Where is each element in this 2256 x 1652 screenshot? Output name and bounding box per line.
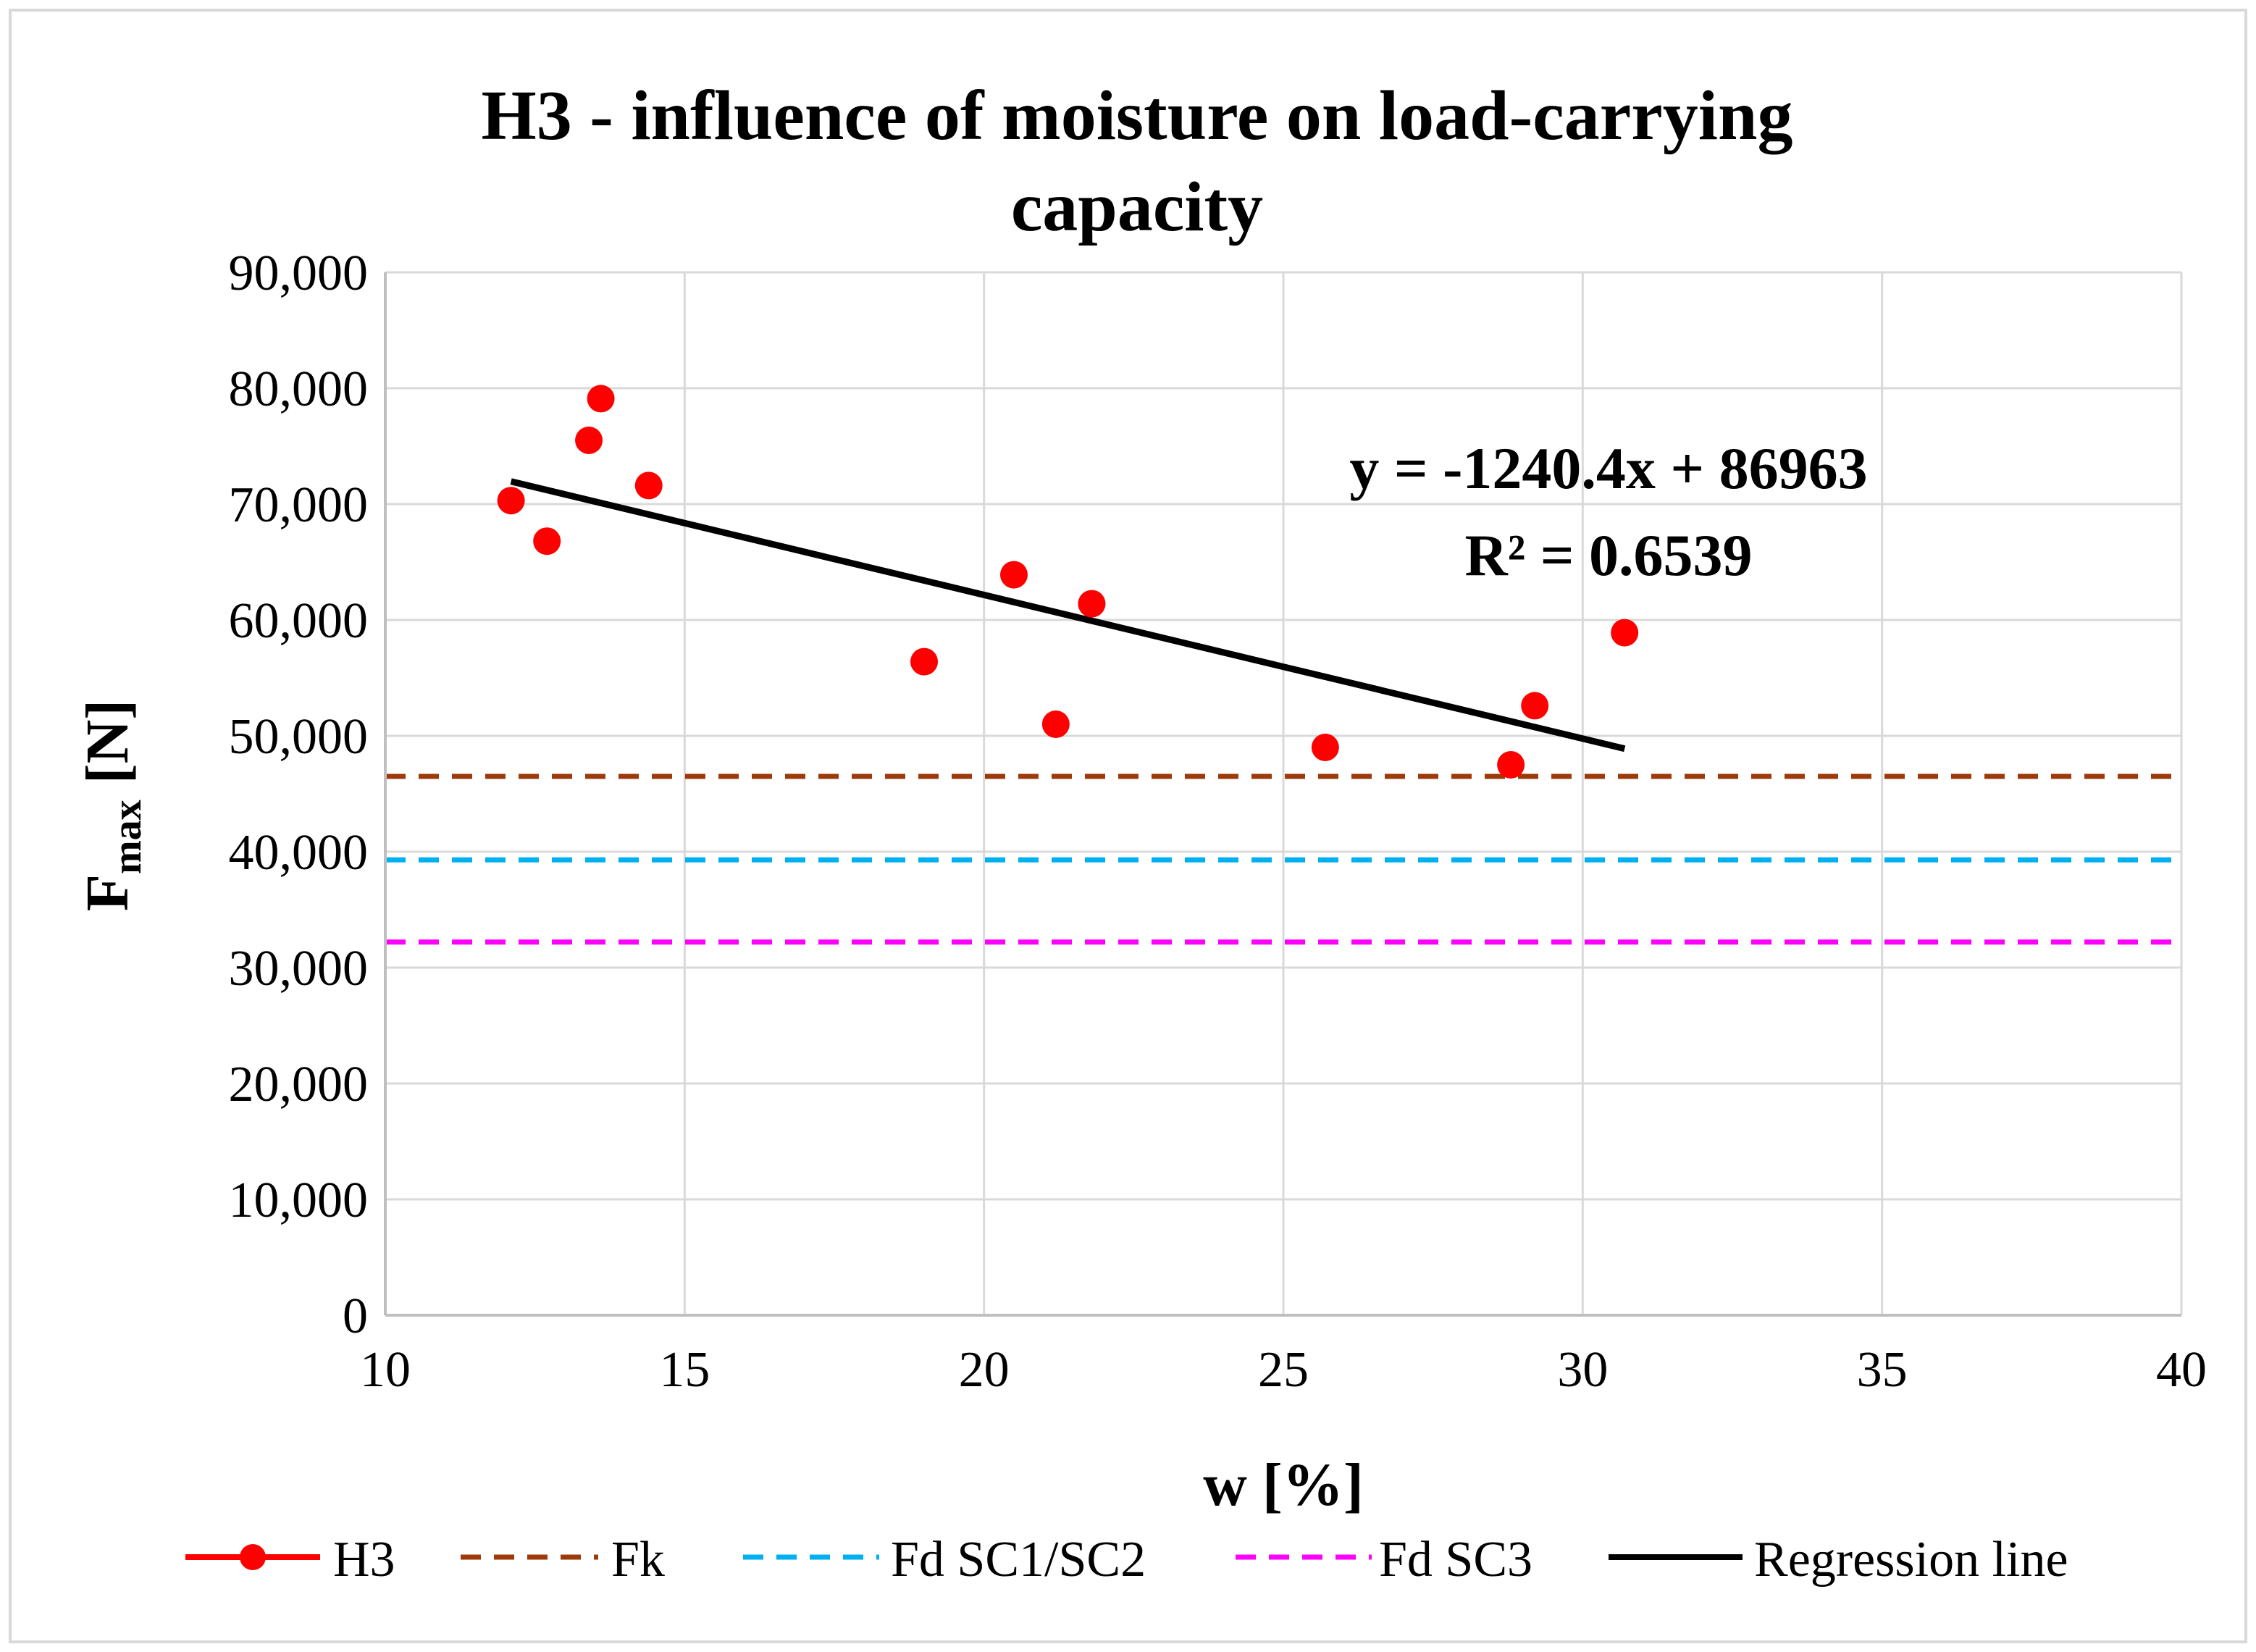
data-point-h3 (1521, 692, 1549, 720)
regression-group (510, 478, 1626, 752)
legend-label-fk: Fk (611, 1532, 665, 1588)
y-axis-label-unit: [N] (74, 700, 141, 784)
y-axis-label-sub: max (105, 800, 150, 874)
annotation-equation: y = -1240.4x + 86963 (1349, 435, 1867, 501)
y-tick-label: 70,000 (229, 477, 369, 533)
data-point-h3 (1497, 751, 1525, 779)
svg-text:Fmax[N]: Fmax [N] (74, 700, 150, 912)
x-tick-label: 30 (1557, 1342, 1608, 1398)
data-point-h3 (533, 527, 561, 555)
x-tick-label: 25 (1258, 1342, 1309, 1398)
legend: H3 Fk Fd SC1/SC2 Fd SC3 Regression line (185, 1532, 2068, 1588)
y-axis-label-main: F (74, 874, 141, 911)
x-tick-label: 40 (2156, 1342, 2207, 1398)
chart-svg: 0 10,000 20,000 30,000 40,000 50,000 60,000 70,… (74, 77, 2207, 1588)
y-tick-label: 0 (343, 1288, 368, 1344)
data-point-h3 (1311, 734, 1339, 761)
y-tick-label: 90,000 (229, 246, 369, 301)
legend-label-regression: Regression line (1754, 1532, 2068, 1588)
chart-title-line-2: capacity (1011, 168, 1263, 246)
annotation-r-squared: R² = 0.6539 (1464, 522, 1752, 588)
data-point-h3 (1041, 710, 1070, 738)
data-point-h3 (497, 487, 525, 515)
y-tick-label: 30,000 (229, 941, 369, 997)
legend-label-h3: H3 (333, 1532, 395, 1588)
data-point-h3 (587, 385, 615, 413)
data-points (497, 385, 1639, 779)
y-tick-label: 50,000 (229, 709, 369, 765)
data-point-h3 (1611, 619, 1639, 647)
y-tick-label: 60,000 (229, 593, 369, 649)
legend-item-fk: Fk (461, 1532, 665, 1588)
x-tick-label: 15 (659, 1342, 710, 1398)
regression-line (510, 478, 1626, 752)
x-tick-label: 35 (1857, 1342, 1908, 1398)
legend-marker-h3 (240, 1544, 266, 1570)
legend-item-regression-line: Regression line (1609, 1532, 2068, 1588)
y-tick-label: 10,000 (229, 1173, 369, 1228)
y-axis-label: Fmax [N] (74, 700, 150, 912)
x-axis-label: w [%] (1203, 1451, 1364, 1519)
data-point-h3 (634, 471, 663, 500)
legend-label-fd-sc1-sc2: Fd SC1/SC2 (891, 1532, 1146, 1588)
legend-item-fd-sc1-sc2: Fd SC1/SC2 (743, 1532, 1146, 1588)
chart-frame: 0 10,000 20,000 30,000 40,000 50,000 60,000 70,… (9, 9, 2247, 1643)
y-tick-label: 80,000 (229, 361, 369, 417)
y-tick-label: 40,000 (229, 825, 369, 881)
grid (384, 271, 2183, 1317)
y-tick-label: 20,000 (229, 1057, 369, 1112)
chart-title-line-1: H3 - influence of moisture on load-carry… (481, 77, 1792, 155)
legend-item-h3: H3 (185, 1532, 395, 1588)
data-point-h3 (1000, 561, 1028, 589)
legend-label-fd-sc3: Fd SC3 (1379, 1532, 1532, 1588)
data-point-h3 (575, 427, 603, 454)
data-point-h3 (1078, 590, 1106, 618)
legend-item-fd-sc3: Fd SC3 (1236, 1532, 1532, 1588)
data-point-h3 (910, 647, 938, 676)
x-tick-label: 20 (959, 1342, 1010, 1398)
x-tick-label: 10 (360, 1342, 411, 1398)
axes: 0 10,000 20,000 30,000 40,000 50,000 60,000 70,… (229, 246, 2207, 1398)
